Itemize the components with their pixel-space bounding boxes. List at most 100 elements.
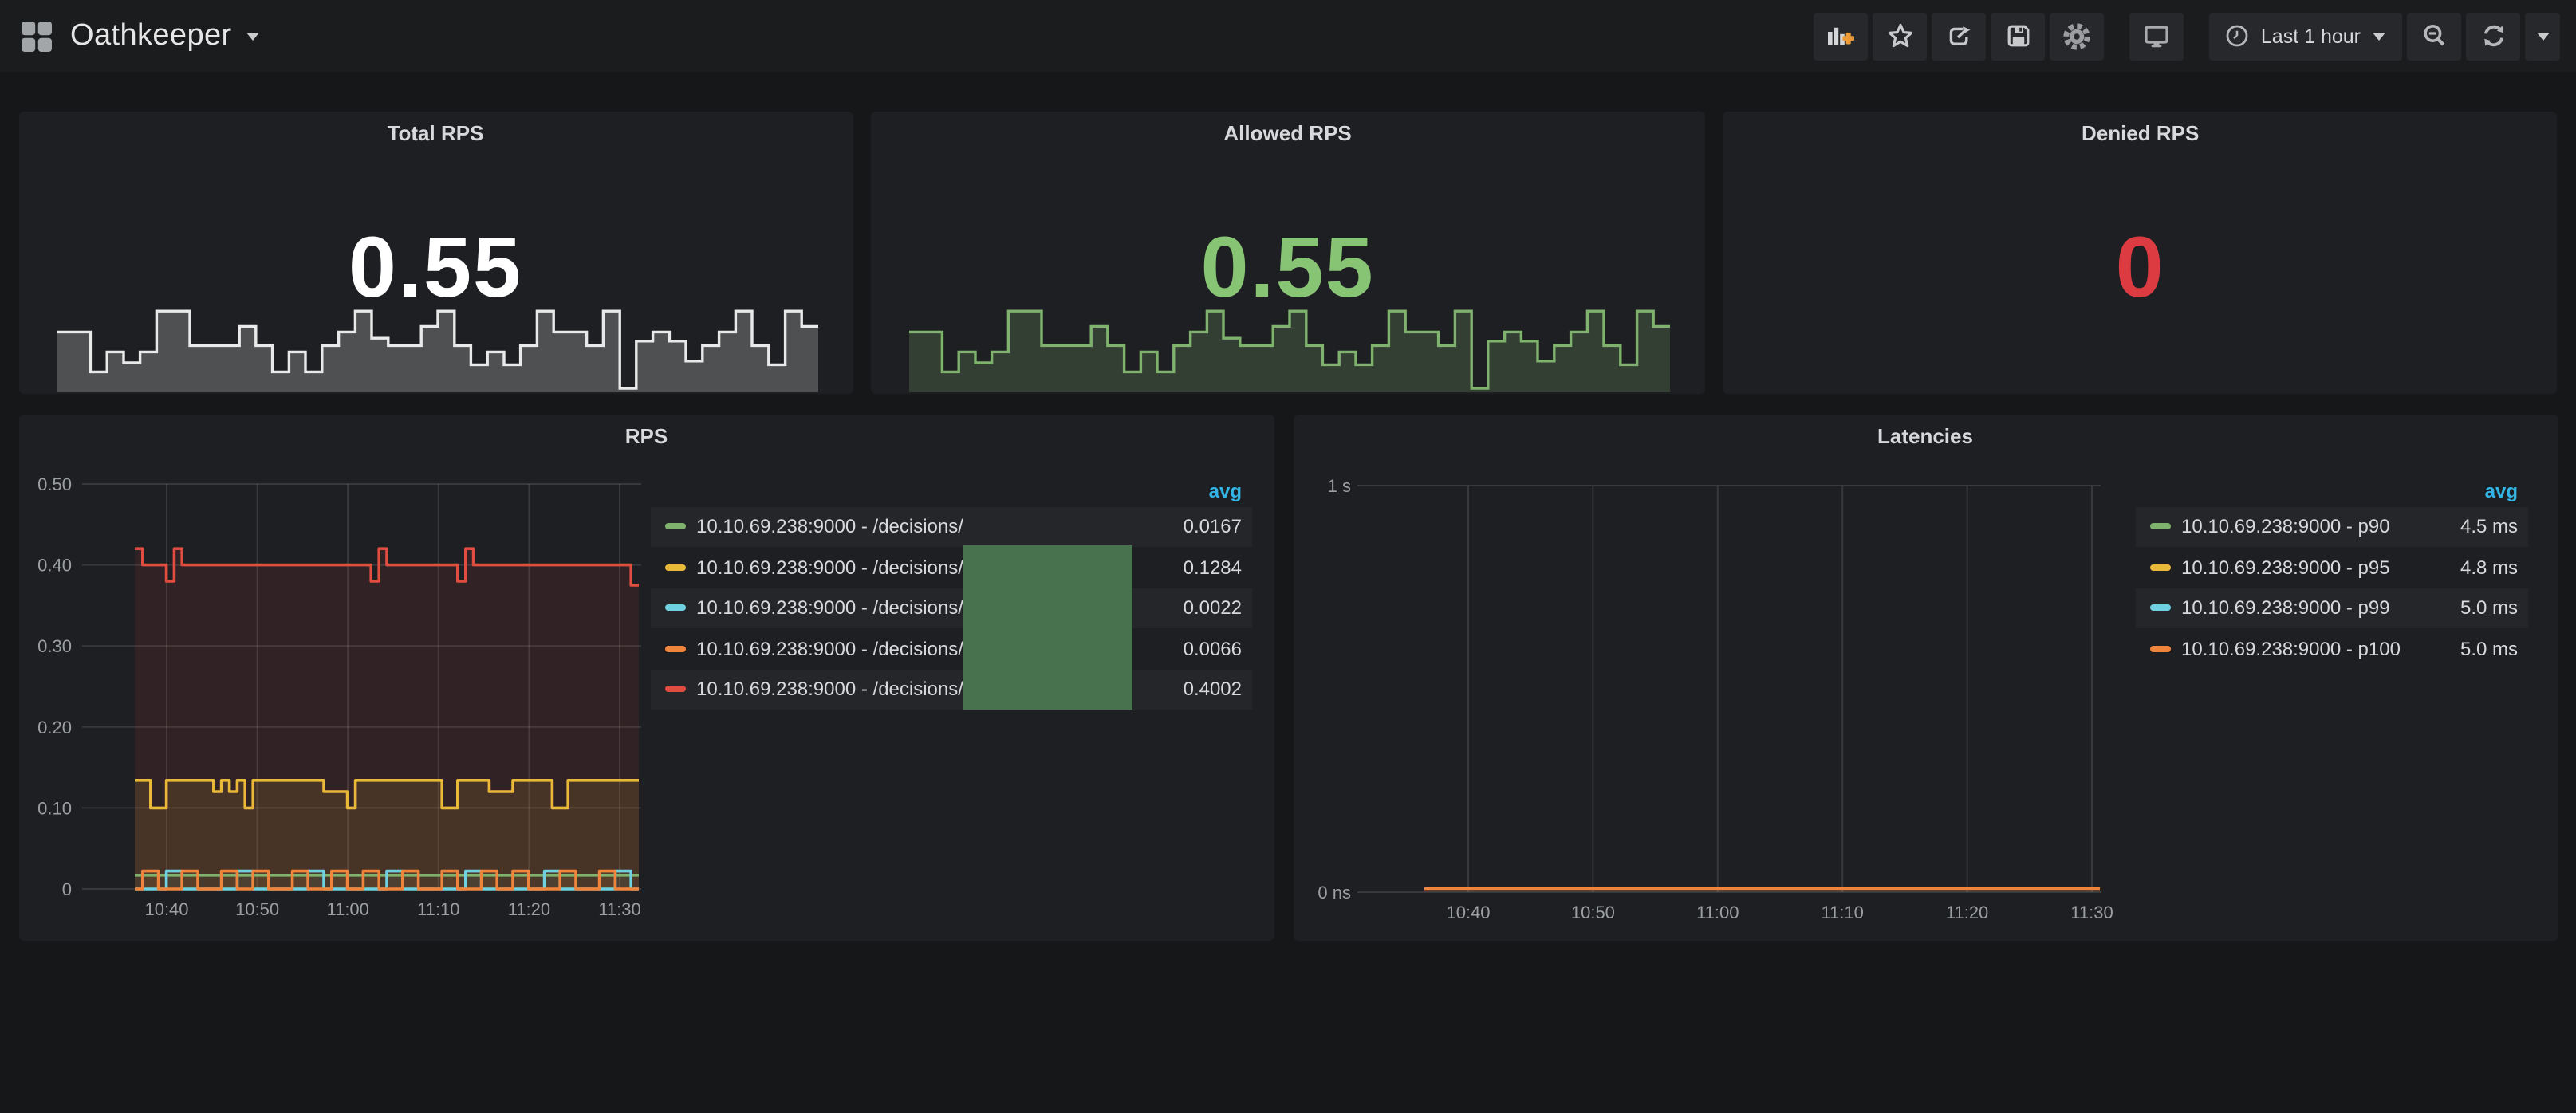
legend-row: 10.10.69.238:9000 - /decisions/0.1284 bbox=[650, 547, 1251, 588]
rps-legend: avg 10.10.69.238:9000 - /decisions/0.016… bbox=[650, 474, 1251, 710]
legend-series-label[interactable]: 10.10.69.238:9000 - /decisions/ bbox=[696, 678, 963, 701]
legend-series-swatch[interactable] bbox=[664, 523, 685, 530]
legend-avg-value: 0.0167 bbox=[1183, 515, 1242, 538]
panel-allowed-rps: Allowed RPS 0.55 bbox=[870, 112, 1705, 394]
legend-row: 10.10.69.238:9000 - /decisions/0.0022 bbox=[650, 588, 1251, 628]
share-button[interactable] bbox=[1932, 12, 1987, 60]
legend-row: 10.10.69.238:9000 - /decisions/0.0167 bbox=[650, 506, 1251, 547]
legend-series-swatch[interactable] bbox=[2149, 604, 2170, 612]
legend-row: 10.10.69.238:9000 - p95 4.8 ms bbox=[2135, 547, 2527, 588]
x-tick-label: 11:00 bbox=[1696, 902, 1738, 922]
y-tick-label: 0 ns bbox=[1317, 882, 1350, 902]
legend-series-label[interactable]: 10.10.69.238:9000 - p100 bbox=[2181, 637, 2401, 660]
legend-avg-value: 0.0066 bbox=[1183, 637, 1242, 660]
x-tick-label: 11:00 bbox=[325, 899, 368, 918]
panel-title[interactable]: Latencies bbox=[1877, 423, 1973, 447]
clock-icon bbox=[2227, 25, 2249, 47]
legend-series-swatch[interactable] bbox=[664, 604, 685, 612]
legend-overlay-box bbox=[963, 545, 1132, 709]
legend-avg-value: 0.4002 bbox=[1183, 678, 1242, 701]
legend-series-swatch[interactable] bbox=[2149, 523, 2170, 530]
legend-series-label[interactable]: 10.10.69.238:9000 - p95 bbox=[2181, 556, 2390, 579]
total-rps-value: 0.55 bbox=[348, 220, 523, 316]
time-range-picker-button[interactable]: Last 1 hour bbox=[2209, 12, 2402, 60]
panel-latencies-graph: Latencies 1 s 0 ns 10:40 10:50 11:00 11:10 11:… bbox=[1293, 414, 2558, 941]
monitor-icon bbox=[2145, 26, 2169, 48]
zoom-out-button[interactable] bbox=[2407, 12, 2461, 60]
magnifier-minus-icon bbox=[2423, 25, 2444, 46]
x-tick-label: 11:10 bbox=[1820, 902, 1862, 922]
x-tick-label: 11:20 bbox=[1945, 902, 1987, 922]
legend-series-swatch[interactable] bbox=[664, 564, 685, 571]
legend-series-label[interactable]: 10.10.69.238:9000 - /decisions/ bbox=[696, 515, 963, 538]
share-icon bbox=[1949, 26, 1971, 45]
refresh-button[interactable] bbox=[2466, 12, 2520, 60]
y-tick-label: 0.10 bbox=[37, 797, 71, 817]
y-tick-label: 0 bbox=[61, 879, 71, 899]
legend-series-label[interactable]: 10.10.69.238:9000 - /decisions/ bbox=[696, 556, 963, 579]
x-tick-label: 11:30 bbox=[597, 899, 640, 918]
y-tick-label: 0.40 bbox=[37, 555, 71, 575]
legend-avg-value: 0.1284 bbox=[1183, 556, 1242, 579]
x-tick-label: 10:50 bbox=[234, 899, 278, 918]
panel-title[interactable]: Denied RPS bbox=[2081, 121, 2200, 145]
legend-series-swatch[interactable] bbox=[664, 645, 685, 652]
legend-series-swatch[interactable] bbox=[2149, 564, 2170, 571]
panel-rps-graph: RPS 0.50 0.40 0.30 0.20 0.10 0 10:40 10:50 11:00… bbox=[18, 414, 1274, 941]
x-tick-label: 11:30 bbox=[2070, 902, 2112, 922]
gear-icon bbox=[2064, 22, 2091, 49]
x-tick-label: 10:40 bbox=[1445, 902, 1489, 922]
legend-avg-header[interactable]: avg bbox=[1208, 479, 1242, 501]
dashboard-title-button[interactable]: Oathkeeper bbox=[70, 18, 261, 53]
legend-row: 10.10.69.238:9000 - p100 5.0 ms bbox=[2135, 628, 2527, 669]
grid-icon bbox=[22, 21, 52, 51]
allowed-rps-sparkline bbox=[908, 309, 1670, 392]
legend-series-label[interactable]: 10.10.69.238:9000 - /decisions/ bbox=[696, 637, 963, 660]
tv-mode-button[interactable] bbox=[2129, 12, 2184, 60]
latencies-plot-area[interactable]: 1 s 0 ns 10:40 10:50 11:00 11:10 11:20 11:30 bbox=[1293, 414, 2558, 940]
time-range-label: Last 1 hour bbox=[2260, 25, 2361, 47]
panel-title[interactable]: Total RPS bbox=[387, 121, 484, 145]
legend-avg-value: 0.0022 bbox=[1183, 596, 1242, 619]
latencies-legend: avg 10.10.69.238:9000 - p90 4.5 ms 10.10.6… bbox=[2135, 474, 2527, 669]
refresh-icon bbox=[2483, 25, 2503, 47]
caret-down-icon bbox=[2536, 32, 2549, 40]
refresh-interval-caret-button[interactable] bbox=[2525, 12, 2560, 60]
legend-series-label[interactable]: 10.10.69.238:9000 - /decisions/ bbox=[696, 596, 963, 619]
y-tick-label: 1 s bbox=[1327, 475, 1350, 495]
add-panel-button[interactable] bbox=[1814, 12, 1869, 60]
legend-series-swatch[interactable] bbox=[664, 686, 685, 693]
legend-avg-header[interactable]: avg bbox=[2484, 479, 2518, 501]
legend-avg-value: 5.0 ms bbox=[2460, 637, 2518, 660]
panel-title[interactable]: RPS bbox=[624, 423, 668, 447]
legend-series-swatch[interactable] bbox=[2149, 645, 2170, 652]
star-icon bbox=[1888, 23, 1913, 48]
y-tick-label: 0.20 bbox=[37, 717, 71, 737]
legend-row: 10.10.69.238:9000 - p90 4.5 ms bbox=[2135, 506, 2527, 547]
navbar-right: Last 1 hour bbox=[1814, 12, 2576, 60]
panel-title[interactable]: Allowed RPS bbox=[1223, 121, 1352, 145]
x-tick-label: 10:50 bbox=[1570, 902, 1614, 922]
star-button[interactable] bbox=[1873, 12, 1928, 60]
denied-rps-value: 0 bbox=[2115, 220, 2165, 316]
caret-down-icon bbox=[2373, 32, 2385, 40]
allowed-rps-value: 0.55 bbox=[1200, 220, 1375, 316]
settings-button[interactable] bbox=[2050, 12, 2105, 60]
legend-row: 10.10.69.238:9000 - /decisions/0.4002 bbox=[650, 669, 1251, 710]
legend-row: 10.10.69.238:9000 - /decisions/0.0066 bbox=[650, 628, 1251, 669]
caret-down-icon bbox=[246, 32, 260, 40]
rps-plot-area[interactable]: 0.50 0.40 0.30 0.20 0.10 0 10:40 10:50 11:00 11:1… bbox=[18, 414, 1274, 940]
legend-series-label[interactable]: 10.10.69.238:9000 - p99 bbox=[2181, 596, 2390, 619]
legend-series-label[interactable]: 10.10.69.238:9000 - p90 bbox=[2181, 515, 2390, 538]
legend-avg-value: 4.5 ms bbox=[2460, 515, 2518, 538]
add-panel-icon bbox=[1828, 27, 1855, 45]
save-button[interactable] bbox=[1991, 12, 2046, 60]
x-tick-label: 11:20 bbox=[507, 899, 549, 918]
y-tick-label: 0.50 bbox=[37, 474, 71, 494]
y-tick-label: 0.30 bbox=[37, 635, 71, 655]
navbar: Oathkeeper bbox=[0, 0, 2576, 72]
dashboard-grid-icon[interactable] bbox=[18, 17, 56, 55]
dashboard-title: Oathkeeper bbox=[70, 18, 232, 52]
panel-total-rps: Total RPS 0.55 bbox=[18, 112, 853, 394]
